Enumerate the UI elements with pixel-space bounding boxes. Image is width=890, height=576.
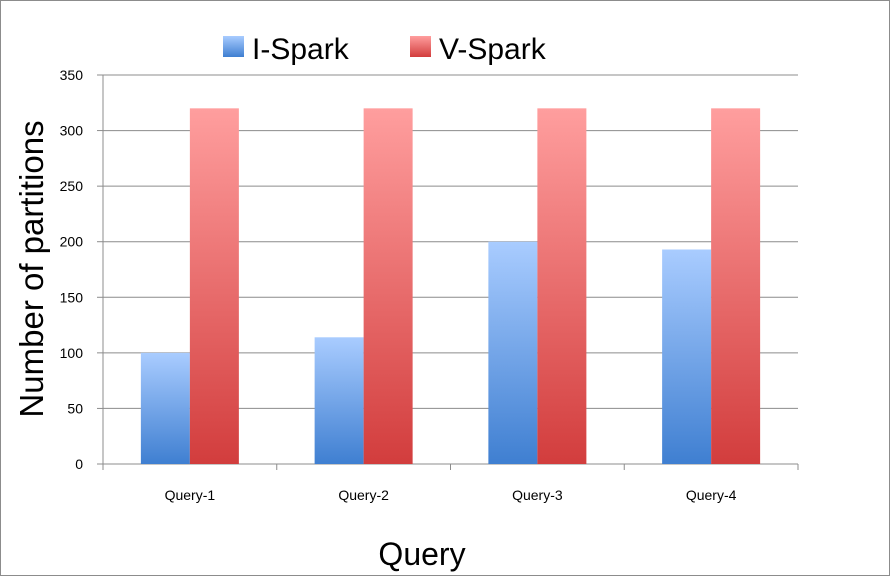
bars bbox=[140, 108, 761, 464]
x-tick-label: Query-2 bbox=[338, 487, 389, 503]
y-tick-labels: 0 50 100 150 200 250 300 350 bbox=[60, 67, 84, 472]
y-axis-title: Number of partitions bbox=[13, 120, 50, 417]
bar-v-spark-query-4 bbox=[711, 108, 761, 464]
bar-i-spark-query-3 bbox=[488, 241, 538, 464]
bar-v-spark-query-2 bbox=[363, 108, 413, 464]
y-tick-label: 250 bbox=[60, 178, 84, 194]
legend-swatch-i-spark bbox=[223, 36, 244, 57]
y-tick-label: 350 bbox=[60, 67, 84, 83]
y-tick-label: 300 bbox=[60, 123, 84, 139]
legend-swatch-v-spark bbox=[410, 36, 431, 57]
x-tick-label: Query-3 bbox=[512, 487, 563, 503]
bar-i-spark-query-2 bbox=[314, 337, 364, 464]
y-tick-label: 0 bbox=[75, 456, 83, 472]
bar-i-spark-query-4 bbox=[662, 249, 712, 464]
legend-label-i-spark: I-Spark bbox=[252, 33, 350, 66]
y-tick-label: 200 bbox=[60, 234, 84, 250]
y-tick-label: 100 bbox=[60, 345, 84, 361]
y-tick-label: 150 bbox=[60, 289, 84, 305]
bar-v-spark-query-3 bbox=[537, 108, 587, 464]
legend-label-v-spark: V-Spark bbox=[439, 33, 547, 66]
y-tick-label: 50 bbox=[67, 400, 83, 416]
bar-i-spark-query-1 bbox=[140, 352, 190, 464]
x-tick-labels: Query-1 Query-2 Query-3 Query-4 bbox=[165, 487, 737, 503]
x-tick-label: Query-4 bbox=[686, 487, 737, 503]
x-axis-title: Query bbox=[378, 536, 465, 572]
legend: I-Spark V-Spark bbox=[223, 33, 547, 66]
bar-v-spark-query-1 bbox=[189, 108, 239, 464]
x-tick-label: Query-1 bbox=[165, 487, 216, 503]
